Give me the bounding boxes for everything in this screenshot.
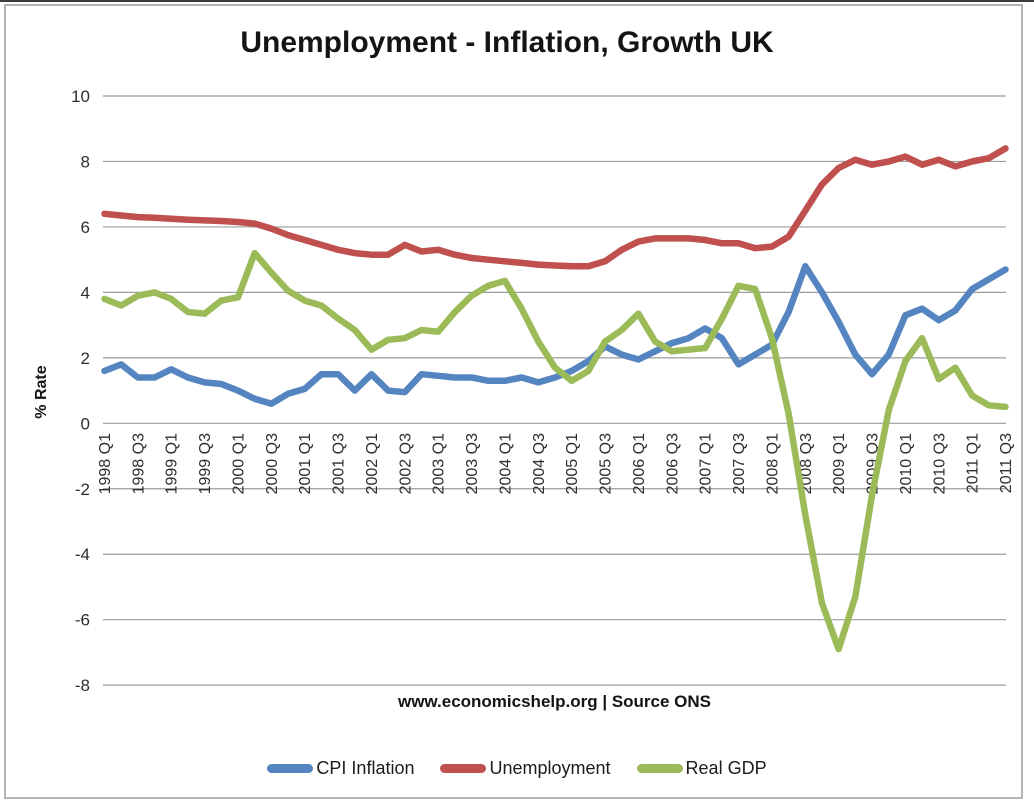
x-tick-label: 2004 Q3 bbox=[531, 433, 548, 494]
legend-swatch bbox=[636, 763, 683, 773]
legend-item-real-gdp: Real GDP bbox=[636, 757, 767, 779]
x-tick-label: 2010 Q1 bbox=[898, 433, 915, 494]
legend-label: CPI Inflation bbox=[316, 757, 415, 778]
legend-swatch bbox=[267, 763, 314, 773]
x-tick-label: 1998 Q3 bbox=[130, 433, 147, 494]
gridlines bbox=[103, 95, 1006, 686]
x-tick-label: 2000 Q1 bbox=[230, 433, 247, 494]
legend-label: Unemployment bbox=[489, 757, 611, 778]
legend-item-unemployment: Unemployment bbox=[440, 757, 611, 779]
legend-item-cpi-inflation: CPI Inflation bbox=[267, 758, 414, 779]
y-tick-label: 0 bbox=[81, 414, 90, 433]
y-tick-label: -6 bbox=[75, 611, 90, 630]
x-tick-label: 2001 Q1 bbox=[297, 433, 314, 494]
y-axis-title: % Rate bbox=[33, 365, 50, 418]
x-tick-label: 2009 Q1 bbox=[831, 433, 848, 494]
x-tick-label: 2005 Q3 bbox=[598, 433, 615, 494]
x-tick-label: 2006 Q1 bbox=[631, 433, 648, 494]
legend-swatch bbox=[440, 763, 487, 773]
x-tick-label: 2010 Q3 bbox=[931, 433, 948, 494]
x-tick-label: 1999 Q1 bbox=[164, 433, 181, 494]
series-line-unemployment bbox=[101, 145, 1009, 270]
x-tick-label: 2003 Q1 bbox=[431, 433, 448, 494]
y-tick-label: 8 bbox=[81, 152, 90, 171]
x-tick-label: 2008 Q1 bbox=[764, 433, 781, 494]
y-tick-label: 10 bbox=[71, 87, 90, 106]
x-tick-label: 2002 Q3 bbox=[397, 433, 414, 494]
x-tick-label: 2005 Q1 bbox=[564, 433, 581, 494]
x-tick-label: 2011 Q3 bbox=[998, 433, 1015, 493]
y-axis-labels: 10 8 6 4 2 0 -2 -4 -6 -8 bbox=[71, 87, 90, 695]
y-tick-label: 6 bbox=[81, 218, 90, 237]
x-tick-label: 2004 Q1 bbox=[497, 433, 514, 494]
legend-label: Real GDP bbox=[685, 757, 767, 778]
x-tick-label: 2002 Q1 bbox=[364, 433, 381, 494]
x-tick-label: 1999 Q3 bbox=[197, 433, 214, 494]
y-tick-label: 2 bbox=[81, 349, 90, 368]
window-top-edge bbox=[0, 0, 1034, 2]
x-tick-label: 2000 Q3 bbox=[264, 433, 281, 494]
x-tick-label: 2006 Q3 bbox=[664, 433, 681, 494]
x-tick-label: 2007 Q3 bbox=[731, 433, 748, 494]
x-tick-label: 2003 Q3 bbox=[464, 433, 481, 494]
series-line-real-gdp bbox=[101, 249, 1009, 653]
x-axis-labels: 1998 Q1 1998 Q3 1999 Q1 1999 Q3 2000 Q1 2000 … bbox=[97, 433, 1015, 494]
x-tick-label: 1998 Q1 bbox=[97, 433, 114, 494]
y-tick-label: -8 bbox=[75, 676, 90, 695]
source-caption: www.economicshelp.org | Source ONS bbox=[397, 692, 712, 711]
y-tick-label: -2 bbox=[75, 480, 90, 499]
x-tick-label: 2011 Q1 bbox=[965, 433, 982, 493]
legend: CPI Inflation Unemployment Real GDP bbox=[0, 753, 1034, 783]
x-tick-label: 2007 Q1 bbox=[698, 433, 715, 494]
series-line-cpi-inflation bbox=[101, 262, 1009, 407]
chart-title: Unemployment - Inflation, Growth UK bbox=[240, 26, 774, 59]
y-tick-label: -4 bbox=[75, 545, 90, 564]
x-tick-label: 2001 Q3 bbox=[331, 433, 348, 494]
y-tick-label: 4 bbox=[81, 283, 90, 302]
